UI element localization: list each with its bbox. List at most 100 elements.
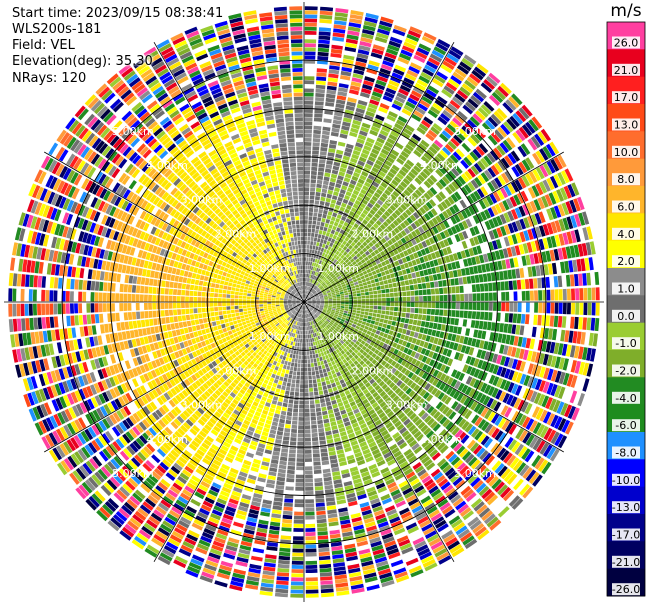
velocity-bin xyxy=(353,524,364,531)
velocity-bin xyxy=(341,364,347,370)
velocity-bin xyxy=(365,308,369,312)
velocity-bin xyxy=(588,257,594,271)
velocity-bin xyxy=(497,260,503,270)
velocity-bin xyxy=(453,522,466,532)
velocity-bin xyxy=(314,267,317,272)
velocity-bin xyxy=(514,179,523,191)
velocity-bin xyxy=(291,420,298,425)
velocity-bin xyxy=(488,363,496,373)
velocity-bin xyxy=(249,354,255,360)
velocity-bin xyxy=(352,232,358,238)
velocity-bin xyxy=(409,412,417,421)
velocity-bin xyxy=(415,339,421,346)
velocity-bin xyxy=(305,532,316,536)
velocity-bin xyxy=(518,205,526,217)
velocity-bin xyxy=(480,407,489,418)
velocity-bin xyxy=(330,459,338,464)
velocity-bin xyxy=(423,32,437,41)
velocity-bin xyxy=(374,242,380,249)
velocity-bin xyxy=(392,201,400,209)
velocity-bin xyxy=(309,350,313,355)
velocity-bin xyxy=(436,371,443,380)
velocity-bin xyxy=(460,302,464,310)
velocity-bin xyxy=(439,355,446,363)
velocity-bin xyxy=(353,238,359,244)
velocity-bin xyxy=(373,192,381,199)
velocity-bin xyxy=(430,315,435,322)
velocity-bin xyxy=(328,300,333,302)
velocity-bin xyxy=(308,220,313,225)
velocity-bin xyxy=(260,343,266,348)
velocity-bin xyxy=(381,497,392,505)
velocity-bin xyxy=(439,331,445,339)
velocity-bin xyxy=(394,297,399,302)
velocity-bin xyxy=(287,378,292,383)
velocity-bin xyxy=(295,316,298,321)
velocity-bin xyxy=(506,118,517,130)
velocity-bin xyxy=(359,286,364,290)
velocity-bin xyxy=(434,548,448,558)
velocity-bin xyxy=(178,440,188,449)
velocity-bin xyxy=(336,303,341,306)
velocity-bin xyxy=(561,202,570,216)
velocity-bin xyxy=(356,489,366,496)
velocity-bin xyxy=(378,216,385,223)
velocity-bin xyxy=(281,337,286,342)
velocity-bin xyxy=(317,327,321,331)
velocity-bin xyxy=(331,325,336,330)
velocity-bin xyxy=(335,348,340,354)
velocity-bin xyxy=(291,428,297,433)
velocity-bin xyxy=(316,76,327,81)
velocity-bin xyxy=(132,514,144,525)
velocity-bin xyxy=(514,347,521,359)
velocity-bin xyxy=(315,370,320,375)
velocity-bin xyxy=(322,337,327,342)
velocity-bin xyxy=(235,405,242,412)
velocity-bin xyxy=(316,179,323,185)
velocity-bin xyxy=(313,457,321,462)
velocity-bin xyxy=(416,250,423,258)
velocity-bin xyxy=(498,201,506,213)
velocity-bin xyxy=(311,262,315,267)
velocity-bin xyxy=(574,274,579,287)
velocity-bin xyxy=(488,241,494,251)
velocity-bin xyxy=(403,395,411,403)
velocity-bin xyxy=(355,266,361,271)
velocity-bin xyxy=(256,365,262,371)
velocity-bin xyxy=(361,253,367,259)
velocity-bin xyxy=(250,366,256,372)
velocity-bin xyxy=(360,37,373,44)
velocity-bin xyxy=(318,292,323,296)
velocity-bin xyxy=(336,318,341,323)
velocity-bin xyxy=(121,504,133,516)
velocity-bin xyxy=(313,212,318,217)
velocity-bin xyxy=(179,472,190,481)
velocity-bin xyxy=(421,412,429,421)
velocity-bin xyxy=(323,180,329,186)
velocity-bin xyxy=(361,560,374,567)
velocity-bin xyxy=(353,394,360,401)
velocity-bin xyxy=(423,341,429,349)
velocity-bin xyxy=(306,309,308,314)
velocity-bin xyxy=(366,137,375,144)
velocity-bin xyxy=(160,523,172,533)
velocity-bin xyxy=(325,219,331,224)
velocity-bin xyxy=(476,128,487,139)
velocity-bin xyxy=(395,500,406,508)
velocity-bin xyxy=(488,219,496,229)
velocity-bin xyxy=(339,229,345,235)
velocity-bin xyxy=(324,336,329,341)
velocity-bin xyxy=(281,351,285,356)
velocity-bin xyxy=(459,61,472,72)
velocity-bin xyxy=(399,542,412,551)
velocity-bin xyxy=(378,185,386,192)
velocity-bin xyxy=(279,363,284,369)
velocity-bin xyxy=(311,275,314,279)
velocity-bin xyxy=(407,364,414,371)
velocity-bin xyxy=(295,482,304,487)
velocity-bin xyxy=(376,345,382,351)
velocity-bin xyxy=(570,360,577,373)
velocity-bin xyxy=(364,416,372,423)
velocity-bin xyxy=(356,182,363,188)
velocity-bin xyxy=(362,363,368,369)
